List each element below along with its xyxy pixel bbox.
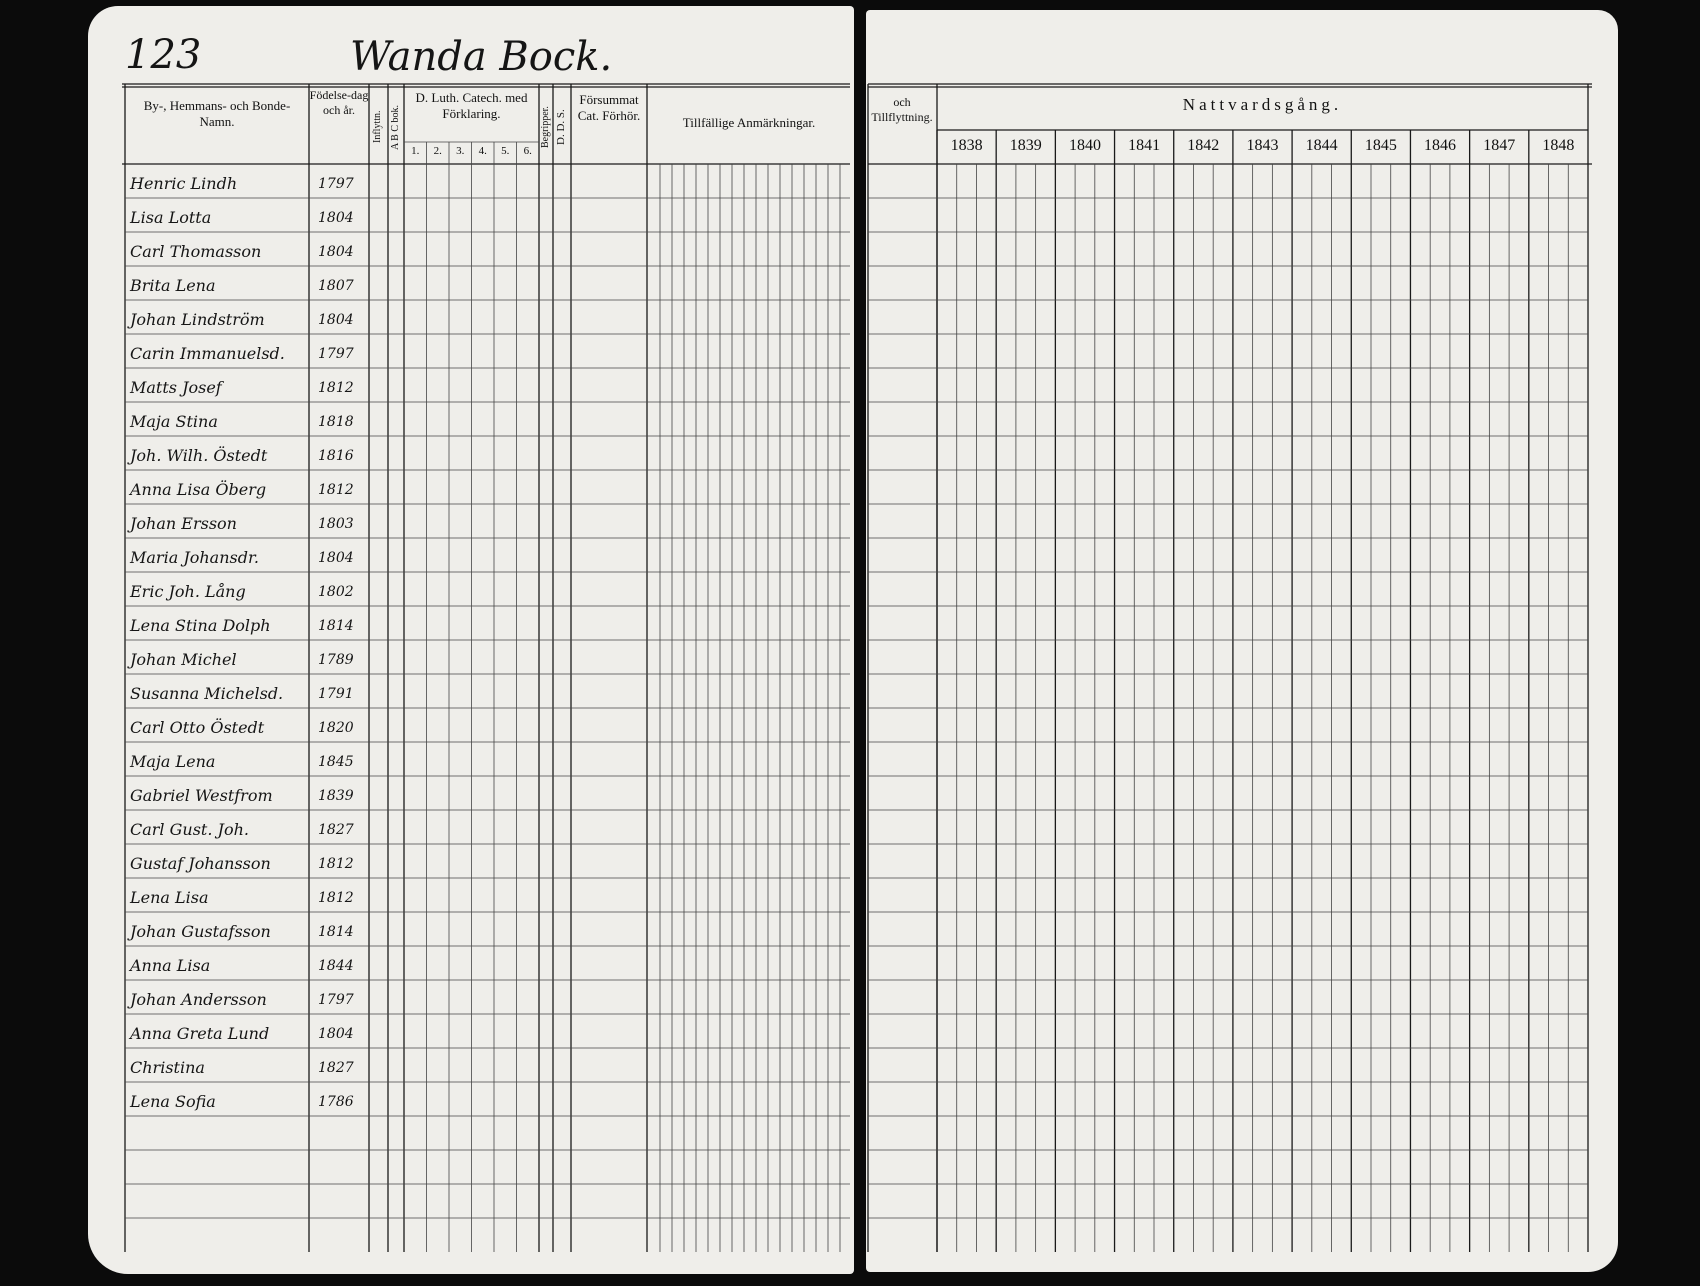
catechism-part: 1.	[411, 145, 420, 157]
entry-birth: 1827	[318, 822, 354, 838]
entry-birth: 1804	[318, 1026, 354, 1042]
header-catechism: D. Luth. Catech. med Förklaring.	[415, 90, 528, 122]
header-moved-in: Inflyttn.	[372, 110, 383, 144]
entry-name: Henric Lindh	[130, 174, 238, 193]
entry-birth: 1807	[318, 278, 354, 294]
entry-name: Maria Johansdr.	[130, 548, 259, 567]
catechism-part: 3.	[456, 145, 465, 157]
entry-birth: 1812	[318, 890, 354, 906]
year: 1843	[1246, 137, 1279, 154]
entry-birth: 1803	[318, 516, 354, 532]
entry-name: Anna Lisa Öberg	[130, 480, 267, 499]
year: 1844	[1305, 137, 1338, 154]
entry-birth: 1814	[318, 618, 354, 634]
entry-birth: 1797	[318, 176, 354, 192]
header-understanding: Begripper.	[540, 106, 551, 148]
entry-birth: 1812	[318, 482, 354, 498]
entry-name: Brita Lena	[130, 276, 216, 295]
entry-birth: 1804	[318, 244, 354, 260]
entry-name: Gustaf Johansson	[130, 854, 271, 873]
entry-birth: 1816	[318, 448, 354, 464]
entry-name: Joh. Wilh. Östedt	[130, 446, 268, 465]
entry-name: Eric Joh. Lång	[130, 582, 246, 601]
year: 1842	[1187, 137, 1220, 154]
catechism-part: 2.	[433, 145, 442, 157]
year: 1838	[950, 137, 983, 154]
year: 1848	[1542, 137, 1575, 154]
entry-name: Carl Thomasson	[130, 242, 262, 261]
entry-name: Johan Michel	[130, 650, 237, 669]
header-birth: Födelse-dag och år.	[309, 88, 369, 117]
entry-birth: 1797	[318, 992, 354, 1008]
entry-name: Carl Otto Östedt	[130, 718, 265, 737]
entry-birth: 1812	[318, 380, 354, 396]
entry-name: Maja Stina	[130, 412, 218, 431]
entry-birth: 1797	[318, 346, 354, 362]
entry-name: Christina	[130, 1058, 205, 1077]
entry-name: Maja Lena	[130, 752, 216, 771]
catechism-part: 4.	[478, 145, 487, 157]
header-dds: D. D. S.	[555, 109, 567, 145]
catechism-part: 5.	[501, 145, 510, 157]
entry-birth: 1827	[318, 1060, 354, 1076]
entry-birth: 1804	[318, 550, 354, 566]
entry-birth: 1818	[318, 414, 354, 430]
entry-name: Lena Stina Dolph	[130, 616, 271, 635]
entry-name: Susanna Michelsd.	[130, 684, 284, 703]
entry-birth: 1786	[318, 1094, 354, 1110]
entry-birth: 1804	[318, 210, 354, 226]
entry-birth: 1804	[318, 312, 354, 328]
entry-birth: 1839	[318, 788, 354, 804]
entry-name: Lena Lisa	[130, 888, 209, 907]
header-communion: Nattvardsgång.	[1182, 95, 1343, 114]
header-missed: Försummat Cat. Förhör.	[577, 92, 641, 124]
entry-name: Anna Greta Lund	[130, 1024, 270, 1043]
entry-name: Anna Lisa	[130, 956, 211, 975]
right-page	[866, 10, 1618, 1272]
entry-name: Johan Andersson	[130, 990, 267, 1009]
entry-birth: 1791	[318, 686, 354, 702]
year: 1840	[1068, 137, 1101, 154]
entry-name: Johan Gustafsson	[130, 922, 271, 941]
entry-name: Carl Gust. Joh.	[130, 820, 249, 839]
parish-title: Wanda Bock.	[350, 34, 613, 80]
entry-birth: 1844	[318, 958, 354, 974]
entry-birth: 1802	[318, 584, 354, 600]
entry-name: Matts Josef	[130, 378, 222, 397]
entry-birth: 1814	[318, 924, 354, 940]
entry-name: Lisa Lotta	[130, 208, 212, 227]
header-moving: och Tillflyttning.	[871, 95, 933, 124]
year: 1839	[1009, 137, 1042, 154]
page-number: 123	[125, 32, 202, 78]
year: 1847	[1483, 137, 1516, 154]
catechism-part: 6.	[523, 145, 532, 157]
header-remarks: Tillfällige Anmärkningar.	[682, 115, 816, 130]
entry-birth: 1820	[318, 720, 354, 736]
entry-birth: 1789	[318, 652, 354, 668]
entry-name: Johan Lindström	[130, 310, 265, 329]
year: 1845	[1364, 137, 1397, 154]
header-name: By-, Hemmans- och Bonde-Namn.	[143, 98, 291, 130]
entry-birth: 1845	[318, 754, 354, 770]
entry-name: Johan Ersson	[130, 514, 237, 533]
entry-name: Gabriel Westfrom	[130, 786, 273, 805]
year: 1846	[1424, 137, 1457, 154]
entry-name: Lena Sofia	[130, 1092, 216, 1111]
entry-name: Carin Immanuelsd.	[130, 344, 285, 363]
header-abc: A B C bok.	[390, 104, 401, 150]
entry-birth: 1812	[318, 856, 354, 872]
year: 1841	[1128, 137, 1161, 154]
